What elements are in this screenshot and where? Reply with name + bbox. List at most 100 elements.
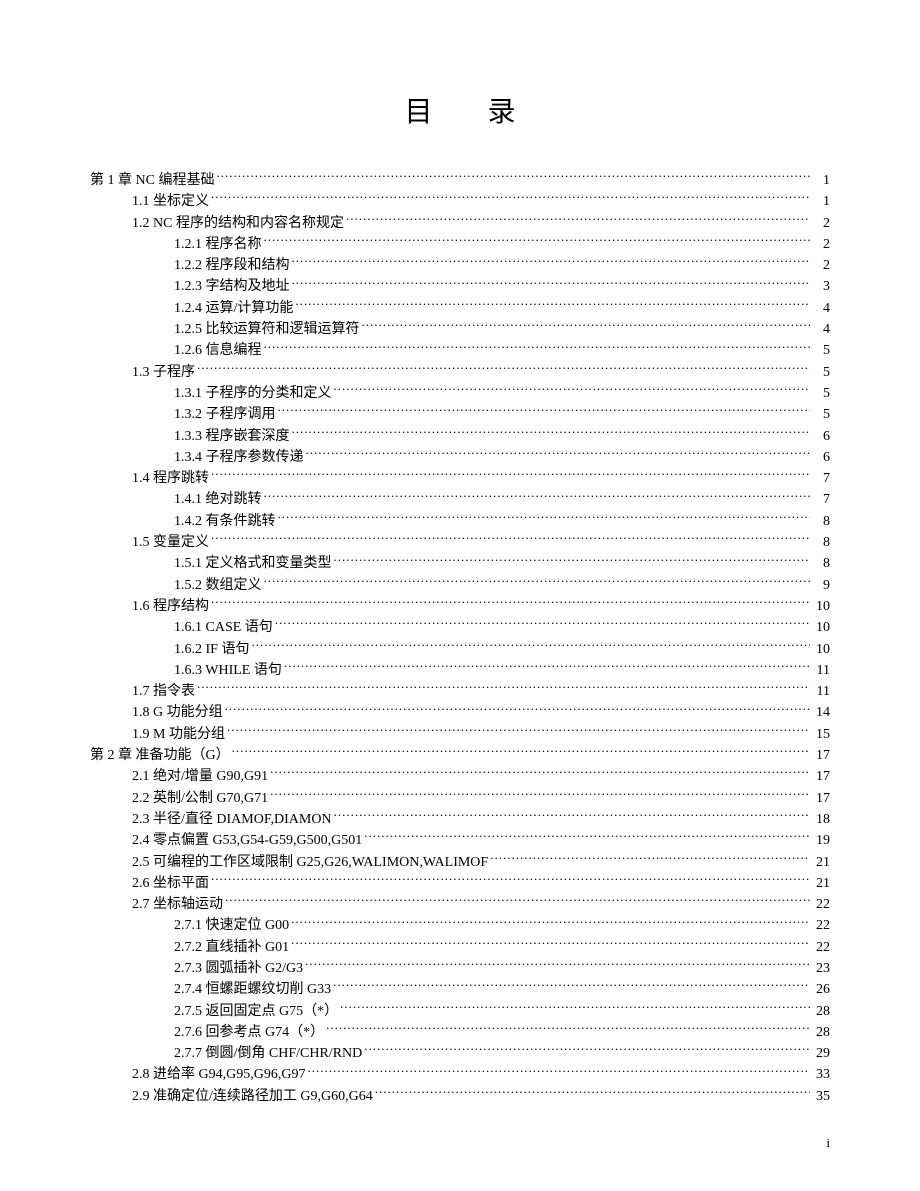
toc-entry: 2.5 可编程的工作区域限制 G25,G26,WALIMON,WALIMOF21 — [90, 852, 830, 873]
toc-entry-page: 15 — [812, 725, 830, 745]
toc-leader-dots — [364, 830, 810, 844]
toc-entry-label: 1.9 M 功能分组 — [132, 725, 225, 745]
toc-entry: 2.1 绝对/增量 G90,G9117 — [90, 766, 830, 787]
toc-entry-label: 2.5 可编程的工作区域限制 G25,G26,WALIMON,WALIMOF — [132, 853, 488, 873]
toc-leader-dots — [490, 852, 810, 866]
toc-entry: 2.2 英制/公制 G70,G7117 — [90, 788, 830, 809]
table-of-contents: 第 1 章 NC 编程基础11.1 坐标定义11.2 NC 程序的结构和内容名称… — [90, 170, 830, 1107]
toc-entry-page: 21 — [812, 874, 830, 894]
toc-entry-label: 1.8 G 功能分组 — [132, 703, 223, 723]
toc-entry-label: 2.7.1 快速定位 G00 — [174, 916, 289, 936]
toc-entry-label: 1.6.1 CASE 语句 — [174, 618, 273, 638]
toc-entry-page: 11 — [812, 661, 830, 681]
toc-entry-label: 1.1 坐标定义 — [132, 192, 209, 212]
toc-leader-dots — [291, 915, 810, 929]
toc-leader-dots — [251, 639, 810, 653]
toc-entry: 1.3.2 子程序调用5 — [90, 404, 830, 425]
toc-entry-page: 26 — [812, 980, 830, 1000]
toc-entry: 1.1 坐标定义 1 — [90, 191, 830, 212]
toc-leader-dots — [284, 660, 810, 674]
toc-entry-page: 28 — [812, 1002, 830, 1022]
toc-leader-dots — [340, 1001, 810, 1015]
toc-entry-page: 8 — [812, 554, 830, 574]
toc-entry: 1.3.3 程序嵌套深度 6 — [90, 426, 830, 447]
toc-entry-page: 18 — [812, 810, 830, 830]
toc-leader-dots — [362, 319, 811, 333]
toc-entry-label: 2.9 准确定位/连续路径加工 G9,G60,G64 — [132, 1087, 373, 1107]
toc-leader-dots — [375, 1086, 810, 1100]
toc-entry-label: 1.5 变量定义 — [132, 533, 209, 553]
toc-entry-page: 1 — [812, 192, 830, 212]
toc-entry-page: 4 — [812, 320, 830, 340]
toc-entry-label: 第 2 章 准备功能（G） — [90, 746, 230, 766]
toc-entry: 第 1 章 NC 编程基础 1 — [90, 170, 830, 191]
toc-leader-dots — [292, 255, 811, 269]
toc-leader-dots — [275, 617, 810, 631]
toc-entry: 1.4.2 有条件跳转8 — [90, 511, 830, 532]
toc-leader-dots — [334, 553, 811, 567]
toc-entry-page: 28 — [812, 1023, 830, 1043]
toc-entry-page: 22 — [812, 938, 830, 958]
toc-entry-page: 10 — [812, 597, 830, 617]
toc-leader-dots — [306, 447, 811, 461]
toc-entry-page: 1 — [812, 171, 830, 191]
toc-leader-dots — [227, 724, 810, 738]
toc-leader-dots — [232, 745, 810, 759]
toc-entry-page: 8 — [812, 512, 830, 532]
toc-entry-label: 1.3.3 程序嵌套深度 — [174, 427, 290, 447]
toc-entry: 1.8 G 功能分组 14 — [90, 702, 830, 723]
toc-entry-page: 10 — [812, 618, 830, 638]
toc-entry-page: 14 — [812, 703, 830, 723]
toc-leader-dots — [264, 234, 811, 248]
toc-leader-dots — [225, 894, 810, 908]
toc-entry-label: 1.3.1 子程序的分类和定义 — [174, 384, 332, 404]
toc-entry-page: 11 — [812, 682, 830, 702]
toc-entry: 1.5.2 数组定义9 — [90, 575, 830, 596]
toc-entry-page: 35 — [812, 1087, 830, 1107]
toc-leader-dots — [334, 809, 810, 823]
toc-entry: 1.7 指令表11 — [90, 681, 830, 702]
toc-entry-page: 17 — [812, 767, 830, 787]
toc-leader-dots — [333, 979, 810, 993]
toc-entry-label: 1.4 程序跳转 — [132, 469, 209, 489]
toc-entry-label: 2.7.4 恒螺距螺纹切削 G33 — [174, 980, 331, 1000]
toc-entry-label: 2.7 坐标轴运动 — [132, 895, 223, 915]
toc-entry: 2.6 坐标平面 21 — [90, 873, 830, 894]
toc-entry-label: 1.2.2 程序段和结构 — [174, 256, 290, 276]
toc-entry-label: 第 1 章 NC 编程基础 — [90, 171, 214, 191]
toc-entry-label: 2.7.6 回参考点 G74（*） — [174, 1023, 324, 1043]
toc-entry-page: 10 — [812, 640, 830, 660]
toc-entry-label: 1.3.4 子程序参数传递 — [174, 448, 304, 468]
toc-entry-page: 6 — [812, 427, 830, 447]
toc-entry-label: 2.7.2 直线插补 G01 — [174, 938, 289, 958]
toc-entry-label: 2.6 坐标平面 — [132, 874, 209, 894]
toc-leader-dots — [305, 958, 810, 972]
toc-entry: 1.6.3 WHILE 语句11 — [90, 660, 830, 681]
toc-entry-page: 5 — [812, 341, 830, 361]
toc-leader-dots — [197, 362, 810, 376]
toc-entry-page: 2 — [812, 214, 830, 234]
toc-entry: 1.2.1 程序名称2 — [90, 234, 830, 255]
toc-leader-dots — [278, 511, 811, 525]
toc-entry-label: 2.7.7 倒圆/倒角 CHF/CHR/RND — [174, 1044, 362, 1064]
toc-entry-page: 17 — [812, 746, 830, 766]
toc-entry: 2.3 半径/直径 DIAMOF,DIAMON18 — [90, 809, 830, 830]
toc-leader-dots — [211, 596, 810, 610]
toc-entry: 1.5.1 定义格式和变量类型8 — [90, 553, 830, 574]
toc-entry-label: 1.6 程序结构 — [132, 597, 209, 617]
toc-entry-label: 1.2.4 运算/计算功能 — [174, 299, 293, 319]
toc-leader-dots — [364, 1043, 810, 1057]
toc-entry: 1.5 变量定义8 — [90, 532, 830, 553]
toc-entry-label: 1.2.3 字结构及地址 — [174, 277, 290, 297]
toc-entry-page: 6 — [812, 448, 830, 468]
toc-leader-dots — [278, 404, 811, 418]
toc-entry: 1.2.2 程序段和结构2 — [90, 255, 830, 276]
toc-leader-dots — [211, 191, 810, 205]
toc-leader-dots — [216, 170, 810, 184]
toc-entry: 2.7.4 恒螺距螺纹切削 G33 26 — [90, 979, 830, 1000]
toc-leader-dots — [211, 468, 810, 482]
toc-entry: 1.3.4 子程序参数传递 6 — [90, 447, 830, 468]
toc-entry: 1.2.6 信息编程5 — [90, 340, 830, 361]
toc-leader-dots — [270, 766, 810, 780]
toc-entry: 1.2.4 运算/计算功能4 — [90, 298, 830, 319]
